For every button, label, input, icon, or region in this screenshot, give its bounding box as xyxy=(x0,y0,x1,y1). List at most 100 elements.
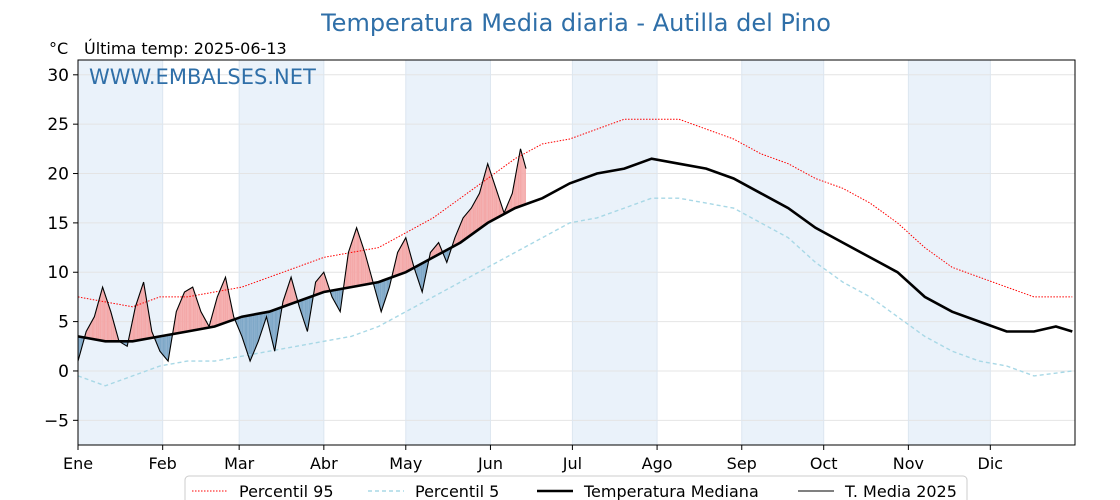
above-median-fill xyxy=(517,156,520,208)
below-median-fill xyxy=(259,313,262,338)
above-median-fill xyxy=(322,272,324,293)
above-median-fill xyxy=(226,283,229,323)
above-median-fill xyxy=(363,248,365,285)
above-median-fill xyxy=(491,175,494,221)
above-median-fill xyxy=(484,168,487,225)
month-band xyxy=(908,60,991,445)
current-year-line xyxy=(77,148,527,363)
above-median-fill xyxy=(435,244,438,256)
x-axis: Ene Feb Mar Abr May Jun Jul Ago Sep Oct Nov Dic xyxy=(63,445,1003,473)
above-median-fill xyxy=(360,240,363,286)
above-median-fill xyxy=(188,288,190,332)
above-median-fill xyxy=(189,287,192,331)
above-median-fill xyxy=(472,203,475,234)
above-median-fill xyxy=(315,280,318,295)
above-median-fill xyxy=(139,290,141,341)
above-median-fill xyxy=(135,302,137,341)
below-median-fill xyxy=(333,290,335,302)
series-lines xyxy=(77,118,1073,387)
above-median-fill xyxy=(480,183,483,228)
above-median-fill xyxy=(138,294,140,341)
x-tick-label: Feb xyxy=(149,454,177,473)
above-median-fill xyxy=(98,296,100,341)
watermark-text: WWW.EMBALSES.NET xyxy=(89,65,316,89)
y-tick-label: 20 xyxy=(47,165,69,185)
below-median-fill xyxy=(248,315,251,362)
y-axis: −5 0 5 10 15 20 25 30 xyxy=(44,66,78,431)
above-median-fill xyxy=(194,291,196,331)
above-median-fill xyxy=(174,311,177,334)
above-median-fill xyxy=(192,287,195,331)
below-median-fill xyxy=(382,280,384,308)
above-median-fill xyxy=(183,291,185,333)
above-median-fill xyxy=(478,193,480,230)
above-median-fill xyxy=(90,321,92,339)
below-median-fill xyxy=(267,311,270,329)
above-median-fill xyxy=(352,236,354,287)
above-median-fill xyxy=(348,248,350,288)
x-tick-label: Ene xyxy=(63,454,93,473)
below-median-fill xyxy=(301,299,304,320)
above-median-fill xyxy=(471,205,473,235)
above-median-fill xyxy=(362,244,364,286)
x-tick-label: Dic xyxy=(978,454,1004,473)
below-median-fill xyxy=(240,316,242,337)
x-tick-label: May xyxy=(389,454,422,473)
above-median-fill xyxy=(289,277,292,305)
above-median-fill xyxy=(215,296,218,327)
above-median-fill xyxy=(364,252,367,285)
above-median-fill xyxy=(140,286,143,340)
above-median-fill xyxy=(351,240,353,288)
above-median-fill xyxy=(457,227,460,245)
above-median-fill xyxy=(95,306,98,340)
above-median-fill xyxy=(460,221,462,243)
below-median-fill xyxy=(251,314,253,358)
below-median-fill xyxy=(424,261,427,279)
above-median-fill xyxy=(494,184,496,220)
above-median-fill xyxy=(191,287,193,331)
above-median-fill xyxy=(523,158,525,206)
above-median-fill xyxy=(88,324,91,339)
above-median-fill xyxy=(288,281,290,305)
above-median-fill xyxy=(476,195,479,231)
x-tick-label: Abr xyxy=(310,454,338,473)
above-median-fill xyxy=(187,289,189,332)
below-median-fill xyxy=(80,336,83,352)
above-median-fill xyxy=(498,196,501,217)
month-band xyxy=(572,60,658,445)
above-median-fill xyxy=(353,231,356,287)
above-median-fill xyxy=(200,311,203,330)
above-median-fill xyxy=(321,273,323,293)
above-median-fill xyxy=(359,236,361,286)
above-median-fill xyxy=(486,163,488,224)
above-median-fill xyxy=(487,163,490,223)
above-median-fill xyxy=(482,178,484,227)
below-median-fill xyxy=(304,298,307,328)
below-median-fill xyxy=(381,280,383,312)
y-tick-label: 15 xyxy=(47,214,69,234)
below-median-fill xyxy=(375,282,378,297)
above-median-fill xyxy=(519,148,521,207)
above-median-fill xyxy=(102,287,104,342)
above-median-fill xyxy=(217,293,219,326)
above-median-fill xyxy=(142,282,144,340)
above-median-fill xyxy=(179,301,181,333)
plot-background xyxy=(78,60,991,445)
above-median-fill xyxy=(180,298,182,333)
above-median-fill xyxy=(195,295,197,330)
above-median-fill xyxy=(479,188,481,229)
below-median-fill xyxy=(159,336,162,353)
below-median-fill xyxy=(247,315,249,357)
below-median-fill xyxy=(245,315,248,353)
above-median-fill xyxy=(404,237,406,273)
above-median-fill xyxy=(196,299,199,330)
above-median-fill xyxy=(520,148,522,207)
above-median-fill xyxy=(318,277,320,294)
below-median-fill xyxy=(256,313,259,345)
above-median-fill xyxy=(510,193,513,211)
below-median-fill xyxy=(378,281,380,307)
above-median-fill xyxy=(408,247,410,271)
y-tick-label: 30 xyxy=(47,66,69,86)
above-median-fill xyxy=(112,316,114,342)
above-median-fill xyxy=(525,165,526,205)
